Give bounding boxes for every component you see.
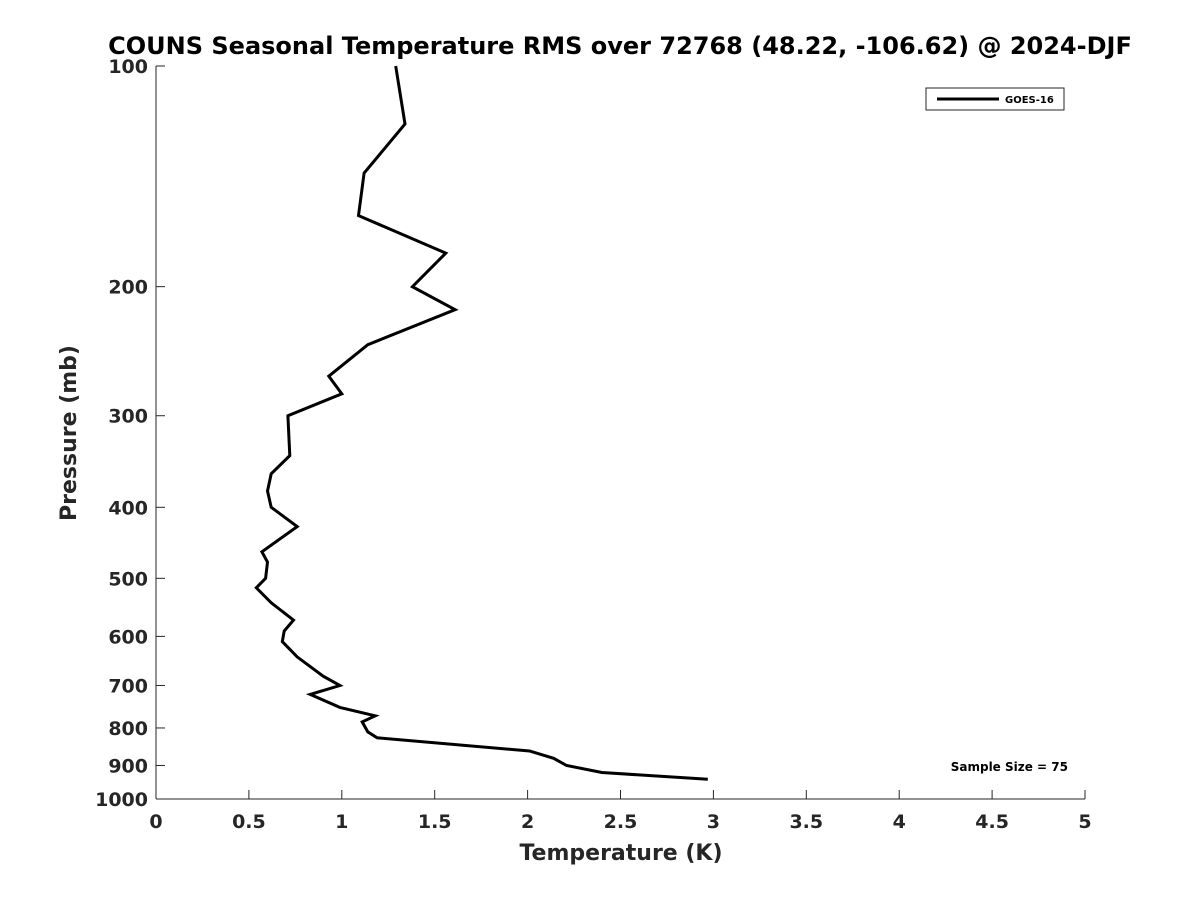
plot-area — [254, 65, 708, 781]
x-tick-label: 1.5 — [418, 811, 452, 833]
x-tick-label: 3.5 — [789, 811, 823, 833]
series-line — [254, 65, 708, 781]
y-tick-label: 600 — [108, 626, 148, 648]
y-tick-label: 700 — [108, 675, 148, 697]
x-tick-label: 1 — [335, 811, 348, 833]
x-tick-label: 0 — [149, 811, 162, 833]
y-tick-label: 1000 — [95, 789, 148, 811]
x-tick-label: 4 — [893, 811, 906, 833]
x-tick-label: 0.5 — [232, 811, 266, 833]
y-tick-label: 200 — [108, 277, 148, 299]
x-tick-label: 3 — [707, 811, 720, 833]
y-tick-label: 800 — [108, 718, 148, 740]
x-axis-label: Temperature (K) — [519, 841, 722, 866]
y-tick-label: 500 — [108, 568, 148, 590]
y-axis-label: Pressure (mb) — [57, 345, 82, 521]
sample-size-annotation: Sample Size = 75 — [951, 760, 1068, 774]
y-tick-label: 900 — [108, 755, 148, 777]
y-tick-label: 400 — [108, 497, 148, 519]
y-tick-label: 300 — [108, 406, 148, 428]
x-tick-label: 4.5 — [975, 811, 1009, 833]
x-tick-label: 5 — [1078, 811, 1091, 833]
legend: GOES-16 — [925, 87, 1065, 111]
legend-label: GOES-16 — [1005, 95, 1054, 106]
chart-title: COUNS Seasonal Temperature RMS over 7276… — [108, 32, 1132, 60]
axes: 0 0.5 1 1.5 2 2.5 3 3.5 4 4.5 5 100 200 300 400 500 600 7… — [95, 56, 1092, 833]
x-tick-label: 2 — [521, 811, 534, 833]
x-tick-label: 2.5 — [604, 811, 638, 833]
y-tick-label: 100 — [108, 56, 148, 78]
